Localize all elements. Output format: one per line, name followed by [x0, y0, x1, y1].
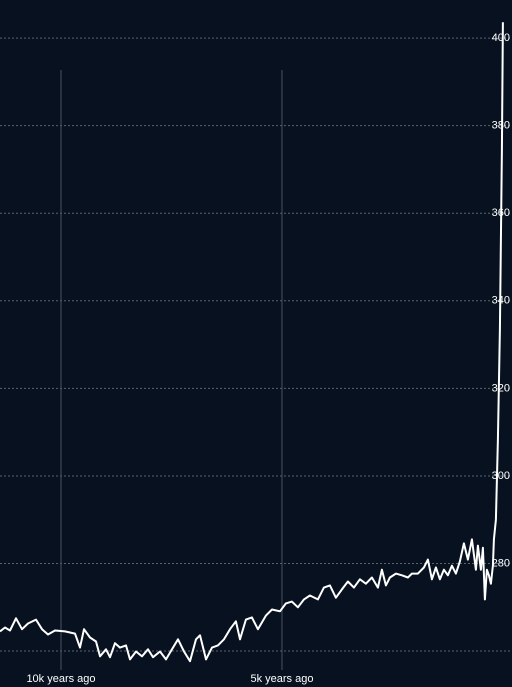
y-tick-label: 300 — [492, 470, 510, 482]
x-tick-label: 10k years ago — [26, 673, 95, 685]
y-tick-label: 400 — [492, 32, 510, 44]
x-tick-label: 5k years ago — [250, 673, 313, 685]
y-tick-label: 320 — [492, 382, 510, 394]
y-tick-label: 380 — [492, 120, 510, 132]
y-tick-label: 280 — [492, 557, 510, 569]
data-line — [0, 22, 504, 663]
